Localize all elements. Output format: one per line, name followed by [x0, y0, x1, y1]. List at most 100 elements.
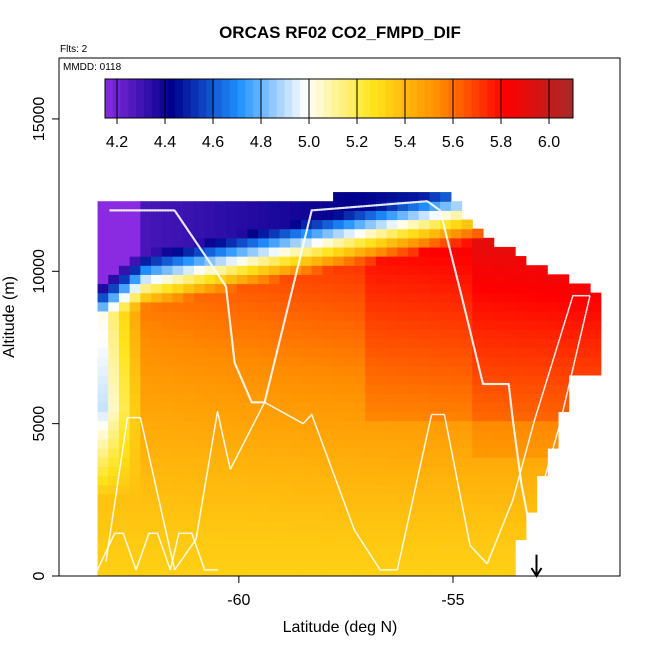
field-cell	[97, 512, 109, 522]
field-cell	[226, 219, 238, 230]
field-cell	[579, 292, 591, 303]
field-cell	[183, 274, 195, 285]
field-cell	[504, 283, 516, 294]
field-cell	[429, 448, 441, 458]
field-cell	[290, 201, 302, 211]
field-cell	[450, 292, 463, 303]
field-cell	[450, 402, 463, 413]
field-cell	[536, 283, 548, 294]
field-cell	[172, 493, 184, 504]
field-cell	[343, 237, 356, 248]
field-cell	[140, 374, 152, 385]
field-cell	[279, 301, 291, 312]
field-cell	[183, 384, 195, 394]
field-cell	[279, 338, 291, 349]
field-cell	[247, 402, 259, 413]
field-cell	[97, 548, 109, 559]
field-cell	[279, 283, 291, 294]
field-cell	[193, 246, 206, 257]
field-cell	[300, 256, 313, 266]
field-cell	[333, 256, 345, 266]
field-cell	[290, 292, 302, 303]
field-cell	[129, 283, 141, 294]
field-cell	[247, 237, 259, 248]
field-cell	[290, 320, 302, 330]
field-cell	[118, 448, 131, 458]
field-cell	[472, 384, 484, 394]
field-cell	[311, 219, 323, 230]
colorbar-swatch	[261, 79, 270, 118]
field-cell	[397, 347, 409, 358]
field-cell	[482, 557, 495, 568]
field-cell	[161, 502, 174, 513]
field-cell	[193, 466, 206, 477]
field-cell	[193, 301, 206, 312]
field-cell	[450, 338, 463, 349]
field-cell	[386, 347, 398, 358]
field-cell	[482, 292, 495, 303]
field-cell	[515, 521, 527, 531]
field-cell	[493, 283, 505, 294]
field-cell	[236, 219, 249, 230]
field-cell	[172, 521, 184, 531]
field-cell	[204, 420, 216, 431]
field-cell	[440, 201, 452, 211]
field-cell	[408, 365, 420, 376]
field-cell	[536, 274, 548, 285]
field-cell	[204, 530, 216, 541]
field-cell	[290, 557, 302, 568]
field-cell	[365, 566, 377, 576]
field-cell	[140, 566, 152, 576]
field-cell	[118, 457, 131, 467]
field-cell	[300, 484, 313, 495]
field-cell	[183, 457, 195, 467]
field-cell	[397, 402, 409, 413]
field-cell	[108, 347, 120, 358]
field-cell	[183, 365, 195, 376]
field-cell	[322, 484, 334, 495]
field-cell	[418, 210, 431, 221]
field-cell	[140, 320, 152, 330]
field-cell	[151, 256, 163, 266]
field-cell	[482, 265, 495, 275]
field-cell	[140, 557, 152, 568]
x-tick-label: -55	[441, 592, 464, 609]
field-cell	[461, 484, 473, 495]
field-cell	[397, 219, 409, 230]
field-cell	[311, 429, 323, 440]
field-cell	[536, 292, 548, 303]
field-cell	[118, 356, 131, 367]
field-cell	[450, 420, 463, 431]
field-cell	[418, 466, 431, 477]
field-cell	[97, 539, 109, 550]
field-cell	[204, 283, 216, 294]
field-cell	[322, 329, 334, 339]
field-cell	[161, 548, 174, 559]
field-cell	[215, 393, 227, 403]
field-cell	[300, 292, 313, 303]
field-cell	[354, 237, 366, 248]
field-cell	[322, 530, 334, 541]
field-cell	[386, 502, 398, 513]
field-cell	[268, 310, 281, 321]
field-cell	[118, 548, 131, 559]
field-cell	[365, 502, 377, 513]
field-cell	[118, 338, 131, 349]
field-cell	[161, 411, 174, 422]
field-cell	[472, 301, 484, 312]
field-cell	[161, 320, 174, 330]
field-cell	[386, 466, 398, 477]
field-cell	[322, 384, 334, 394]
field-cell	[247, 338, 259, 349]
field-cell	[493, 274, 505, 285]
field-cell	[204, 374, 216, 385]
field-cell	[461, 521, 473, 531]
field-cell	[268, 393, 281, 403]
field-cell	[525, 292, 538, 303]
field-cell	[290, 484, 302, 495]
field-cell	[172, 512, 184, 522]
field-cell	[311, 356, 323, 367]
field-cell	[118, 329, 131, 339]
field-cell	[493, 356, 505, 367]
colorbar-swatch	[479, 79, 488, 118]
